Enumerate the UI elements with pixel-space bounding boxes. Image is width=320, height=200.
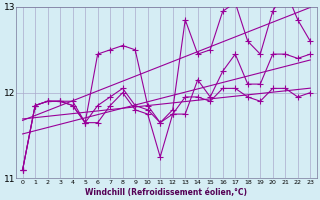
X-axis label: Windchill (Refroidissement éolien,°C): Windchill (Refroidissement éolien,°C) <box>85 188 247 197</box>
